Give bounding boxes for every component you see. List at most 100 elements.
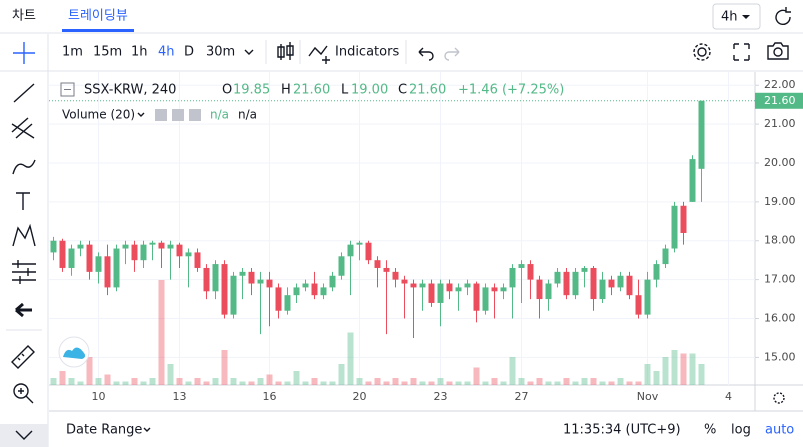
candle-body xyxy=(482,287,489,311)
volume-bar xyxy=(320,381,327,385)
y-tick-label: 20.00 xyxy=(764,156,796,169)
zoom-tool[interactable] xyxy=(13,383,29,399)
ohlc-label: C xyxy=(398,83,407,98)
candle-body xyxy=(77,244,84,249)
remove-button[interactable] xyxy=(189,109,201,121)
tab[interactable]: 차트 xyxy=(12,9,36,24)
candle-body xyxy=(221,264,228,315)
candle-body xyxy=(167,244,174,249)
volume-bar xyxy=(689,353,696,385)
chart-type-icon[interactable] xyxy=(277,42,294,60)
volume-bar xyxy=(437,378,444,385)
log-toggle[interactable]: log xyxy=(731,423,751,438)
candle-body xyxy=(572,271,579,296)
candle-body xyxy=(698,100,705,169)
percent-toggle[interactable]: % xyxy=(704,423,716,438)
volume-bar xyxy=(284,381,291,385)
candle-body xyxy=(338,256,345,276)
prediction-tool[interactable] xyxy=(12,260,36,284)
candle-body xyxy=(275,287,282,311)
date-range[interactable]: Date Range xyxy=(66,423,142,438)
candle-body xyxy=(527,264,534,280)
y-tick-label: 16.00 xyxy=(764,312,796,325)
screenshot-icon[interactable] xyxy=(767,42,789,60)
hide-tools[interactable] xyxy=(15,302,32,318)
volume-bar xyxy=(653,371,660,385)
candle-body xyxy=(464,283,471,288)
undo-icon[interactable] xyxy=(418,47,434,61)
interval[interactable]: 15m xyxy=(93,45,122,60)
trendline-tool[interactable] xyxy=(13,83,35,103)
candle-body xyxy=(113,248,120,288)
interval[interactable]: 1h xyxy=(131,45,148,60)
tab-active[interactable]: 트레이딩뷰 xyxy=(68,9,128,24)
volume-bar xyxy=(131,378,138,385)
volume-bar xyxy=(554,381,561,385)
crosshair-tool[interactable] xyxy=(13,42,35,64)
volume-bar xyxy=(104,374,111,385)
fullscreen-icon[interactable] xyxy=(733,43,750,61)
candle-body xyxy=(149,242,156,245)
candle-body xyxy=(95,256,102,272)
brush-tool[interactable] xyxy=(12,159,36,175)
candle-body xyxy=(617,275,624,288)
interval-active[interactable]: 4h xyxy=(158,45,175,60)
candle-body xyxy=(140,244,147,261)
volume-bar xyxy=(518,378,525,385)
visibility-button[interactable] xyxy=(155,109,167,121)
plot xyxy=(49,72,755,385)
refresh-icon[interactable] xyxy=(775,7,791,25)
x-tick-label: 27 xyxy=(515,390,529,403)
volume-bar xyxy=(698,364,705,385)
volume-bar xyxy=(311,378,318,385)
fib-tool[interactable] xyxy=(11,117,35,139)
axis-settings[interactable] xyxy=(773,392,785,404)
interval-select[interactable] xyxy=(712,3,761,30)
interval[interactable]: D xyxy=(184,45,194,60)
candle-body xyxy=(635,295,642,315)
candle-body xyxy=(59,240,66,268)
volume-bar xyxy=(635,381,642,385)
interval[interactable]: 30m xyxy=(206,45,235,60)
pattern-tool[interactable] xyxy=(12,223,36,247)
candle-body xyxy=(356,242,363,245)
volume-bar xyxy=(95,378,102,385)
y-tick-label: 19.00 xyxy=(764,195,796,208)
candle-body xyxy=(410,283,417,288)
x-tick-label: 4 xyxy=(725,390,732,403)
volume-bar xyxy=(410,378,417,385)
volume-bar xyxy=(545,381,552,385)
auto-toggle[interactable]: auto xyxy=(765,423,794,438)
settings-icon[interactable] xyxy=(697,47,707,57)
change: +1.46 (+7.25%) xyxy=(458,83,564,98)
collapse-legend[interactable] xyxy=(60,82,75,97)
volume-bar xyxy=(68,378,75,385)
volume-bar xyxy=(581,378,588,385)
volume-value: n/a xyxy=(210,108,229,122)
candle-body xyxy=(320,287,327,296)
candle-body xyxy=(491,287,498,292)
caret[interactable] xyxy=(137,112,145,117)
candle-body xyxy=(311,283,318,296)
candle-body xyxy=(347,244,354,257)
volume-bar xyxy=(644,364,651,385)
caret[interactable] xyxy=(244,49,254,55)
volume-bar xyxy=(158,280,165,385)
volume-bar xyxy=(176,378,183,385)
caret[interactable] xyxy=(143,427,151,432)
text-tool[interactable] xyxy=(16,192,30,210)
indicators-icon[interactable] xyxy=(308,45,330,64)
redo-icon[interactable] xyxy=(444,47,460,61)
collapse-icon xyxy=(15,430,33,440)
interval[interactable]: 1m xyxy=(62,45,83,60)
ruler-tool[interactable] xyxy=(11,345,35,369)
settings-button[interactable] xyxy=(172,109,184,121)
volume-bar xyxy=(248,381,255,385)
candle-body xyxy=(536,279,543,300)
volume-bar xyxy=(383,381,390,385)
indicators-button[interactable]: Indicators xyxy=(335,45,399,60)
collapse-button[interactable] xyxy=(0,424,48,447)
x-tick-label: 16 xyxy=(263,390,277,403)
candle-body xyxy=(302,283,309,288)
